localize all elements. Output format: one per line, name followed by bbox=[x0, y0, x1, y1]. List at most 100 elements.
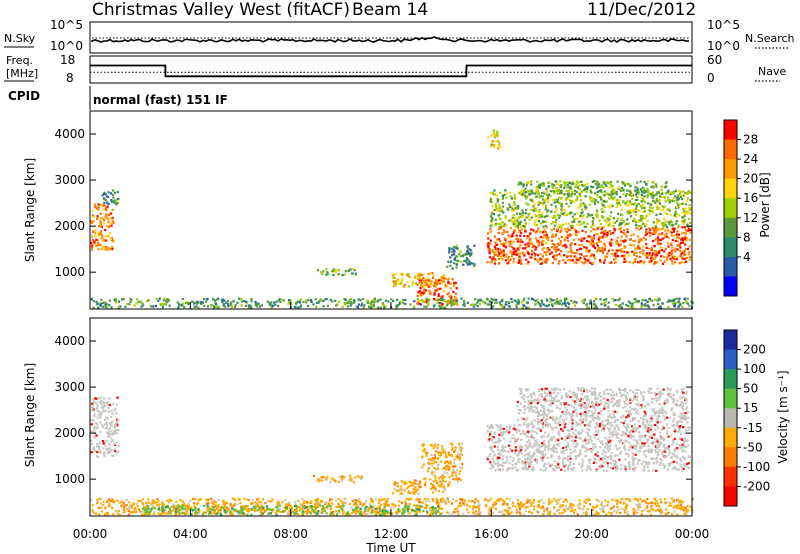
radar-cell bbox=[544, 198, 547, 201]
radar-cell bbox=[98, 447, 101, 450]
radar-cell bbox=[112, 196, 115, 199]
radar-cell bbox=[220, 298, 224, 301]
radar-cell bbox=[497, 448, 500, 451]
radar-cell bbox=[434, 450, 437, 453]
radar-cell bbox=[670, 461, 673, 464]
radar-cell bbox=[504, 189, 507, 192]
radar-cell bbox=[667, 305, 670, 309]
radar-cell bbox=[525, 208, 528, 212]
radar-cell bbox=[577, 436, 580, 439]
radar-cell bbox=[527, 462, 530, 465]
radar-cell bbox=[561, 302, 564, 305]
radar-cell bbox=[645, 228, 648, 231]
radar-cell bbox=[419, 289, 422, 293]
radar-cell bbox=[681, 443, 684, 446]
radar-cell bbox=[344, 298, 347, 301]
radar-cell bbox=[591, 200, 594, 203]
radar-cell bbox=[580, 180, 583, 183]
radar-cell bbox=[586, 259, 590, 263]
radar-cell bbox=[589, 420, 592, 423]
radar-cell bbox=[373, 298, 376, 302]
radar-cell bbox=[248, 306, 251, 309]
radar-cell bbox=[652, 194, 655, 198]
radar-cell bbox=[249, 306, 253, 309]
radar-cell bbox=[627, 194, 630, 197]
radar-cell bbox=[628, 211, 631, 214]
radar-cell bbox=[490, 219, 493, 222]
radar-cell bbox=[597, 240, 601, 243]
radar-cell bbox=[683, 464, 686, 467]
radar-cell bbox=[656, 445, 659, 448]
radar-cell bbox=[658, 207, 661, 210]
radar-cell bbox=[441, 445, 444, 448]
radar-cell bbox=[549, 300, 552, 303]
radar-cell bbox=[447, 277, 450, 281]
radar-cell bbox=[571, 259, 574, 262]
radar-cell bbox=[447, 299, 450, 302]
radar-cell bbox=[443, 290, 446, 293]
radar-cell bbox=[663, 410, 667, 413]
radar-cell bbox=[551, 415, 554, 418]
radar-cell bbox=[492, 130, 496, 133]
radar-cell bbox=[637, 241, 641, 244]
radar-cell bbox=[636, 427, 639, 430]
radar-cell bbox=[442, 490, 445, 493]
radar-cell bbox=[497, 441, 500, 444]
radar-cell bbox=[534, 439, 537, 442]
radar-cell bbox=[518, 457, 521, 460]
radar-cell bbox=[609, 244, 612, 247]
radar-cell bbox=[606, 393, 609, 396]
radar-cell bbox=[409, 484, 412, 487]
radar-cell bbox=[520, 396, 523, 399]
radar-cell bbox=[432, 471, 435, 474]
radar-cell bbox=[533, 400, 536, 403]
radar-cell bbox=[658, 449, 661, 452]
radar-cell bbox=[635, 227, 638, 230]
radar-cell bbox=[554, 205, 558, 208]
radar-cell bbox=[674, 258, 677, 261]
radar-cell bbox=[393, 276, 396, 280]
radar-cell bbox=[535, 186, 538, 189]
radar-cell bbox=[662, 262, 665, 265]
radar-cell bbox=[680, 194, 683, 197]
radar-cell bbox=[668, 251, 671, 254]
radar-cell bbox=[514, 441, 517, 444]
radar-cell bbox=[602, 427, 605, 430]
radar-cell bbox=[498, 206, 501, 209]
radar-cell bbox=[551, 305, 554, 308]
radar-cell bbox=[626, 415, 629, 418]
radar-cell bbox=[637, 235, 640, 238]
radar-cell bbox=[115, 452, 118, 455]
radar-cell bbox=[449, 462, 452, 465]
radar-cell bbox=[647, 202, 650, 205]
radar-cell bbox=[579, 256, 582, 259]
radar-cell bbox=[245, 300, 248, 303]
radar-cell bbox=[544, 387, 547, 390]
radar-cell bbox=[562, 451, 565, 454]
radar-cell bbox=[590, 198, 593, 201]
radar-cell bbox=[520, 452, 523, 455]
radar-cell bbox=[586, 432, 589, 435]
radar-cell bbox=[442, 279, 446, 282]
radar-cell bbox=[418, 281, 421, 284]
radar-cell bbox=[446, 302, 449, 305]
radar-cell bbox=[423, 478, 426, 481]
radar-cell bbox=[681, 241, 684, 244]
radar-cell bbox=[611, 190, 614, 193]
freq-left-tick-top: 18 bbox=[60, 53, 75, 67]
radar-cell bbox=[621, 201, 624, 204]
radar-cell bbox=[559, 403, 562, 406]
radar-cell bbox=[547, 441, 550, 444]
radar-cell bbox=[517, 227, 520, 230]
radar-cell bbox=[688, 228, 691, 231]
radar-cell bbox=[644, 225, 647, 228]
radar-cell bbox=[553, 243, 556, 246]
colorbar-tick-label: 28 bbox=[743, 133, 758, 147]
radar-cell bbox=[682, 387, 685, 390]
radar-cell bbox=[581, 463, 584, 466]
radar-cell bbox=[681, 257, 684, 261]
radar-cell bbox=[459, 450, 463, 453]
radar-cell bbox=[326, 271, 329, 274]
radar-cell bbox=[491, 250, 495, 254]
radar-cell bbox=[326, 475, 329, 478]
